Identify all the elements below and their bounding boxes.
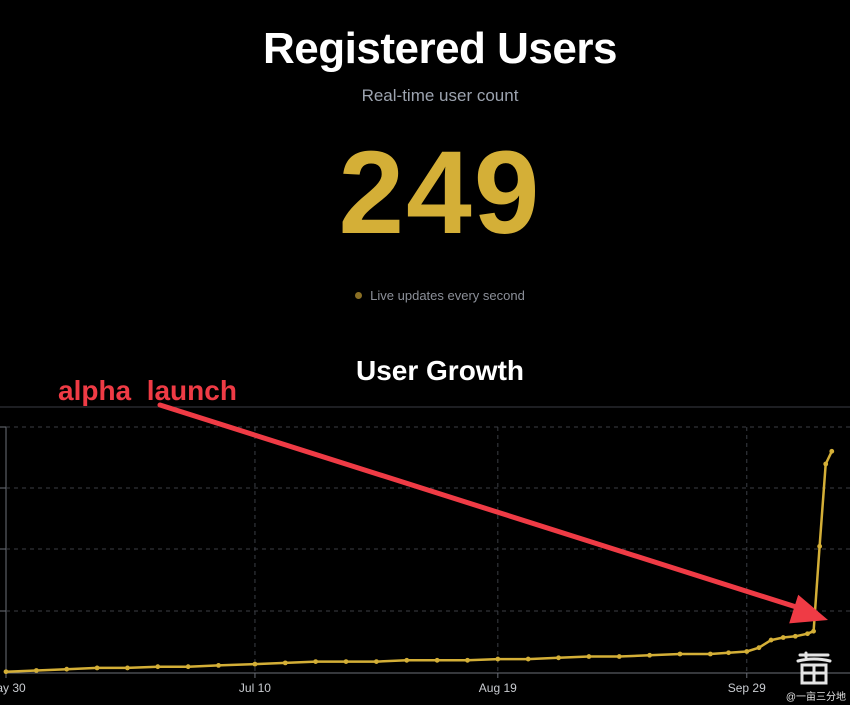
- x-axis-ticks: May 30 Jul 10 Aug 19 Sep 29: [0, 673, 766, 695]
- series-point: [780, 635, 786, 640]
- series-point: [647, 652, 653, 658]
- chart-grid: [0, 426, 850, 673]
- series-point: [64, 666, 70, 672]
- series-point: [373, 659, 379, 664]
- series-point: [33, 668, 39, 673]
- series-point: [3, 669, 9, 675]
- series-point: [823, 461, 829, 467]
- series-point: [252, 661, 258, 667]
- x-tick-label: May 30: [0, 681, 26, 695]
- series-point: [616, 654, 622, 659]
- watermark: @一亩三分地: [785, 651, 846, 703]
- series-point: [805, 631, 810, 637]
- user-count: 249: [338, 127, 542, 259]
- series-point: [216, 663, 221, 668]
- live-dot-icon: [355, 292, 363, 300]
- series-point: [495, 656, 501, 662]
- annotation-arrow-head: [789, 594, 828, 624]
- series-point: [677, 651, 683, 657]
- live-status: Live updates every second: [0, 288, 850, 303]
- series-point: [829, 448, 835, 454]
- series-point: [817, 543, 823, 549]
- page-subtitle: Real-time user count: [361, 86, 519, 105]
- series-point: [282, 660, 288, 666]
- live-status-text: Live updates every second: [370, 288, 525, 303]
- annotation-arrow-shaft: [157, 402, 815, 615]
- chart-title: User Growth: [355, 355, 525, 386]
- series-point: [155, 664, 161, 670]
- chart-frame: [0, 406, 850, 674]
- series-point: [434, 657, 440, 663]
- watermark-seal-icon: [796, 651, 832, 685]
- series-point: [768, 637, 774, 643]
- x-tick-label: Sep 29: [728, 681, 766, 695]
- series-point: [707, 651, 713, 657]
- series-point: [811, 628, 816, 634]
- series-point: [94, 665, 100, 671]
- series-point: [404, 657, 410, 663]
- series-layer: [3, 448, 835, 675]
- series-point: [744, 649, 750, 654]
- series-point: [792, 633, 798, 639]
- annotation-label: alpha launch: [58, 375, 237, 406]
- series-point: [586, 654, 592, 659]
- series-point: [343, 659, 349, 664]
- x-tick-label: Jul 10: [239, 681, 271, 695]
- series-point: [556, 655, 561, 661]
- series-point: [525, 656, 531, 662]
- x-tick-label: Aug 19: [479, 681, 517, 695]
- series-line: [5, 450, 833, 673]
- series-point: [465, 657, 470, 663]
- page-title: Registered Users: [263, 24, 617, 73]
- series-point: [756, 645, 762, 651]
- series-point: [185, 664, 191, 670]
- watermark-text: @一亩三分地: [785, 692, 846, 703]
- series-point: [313, 659, 319, 664]
- annotation-arrow-layer: [157, 402, 828, 624]
- series-point: [125, 665, 130, 671]
- series-point: [726, 650, 731, 656]
